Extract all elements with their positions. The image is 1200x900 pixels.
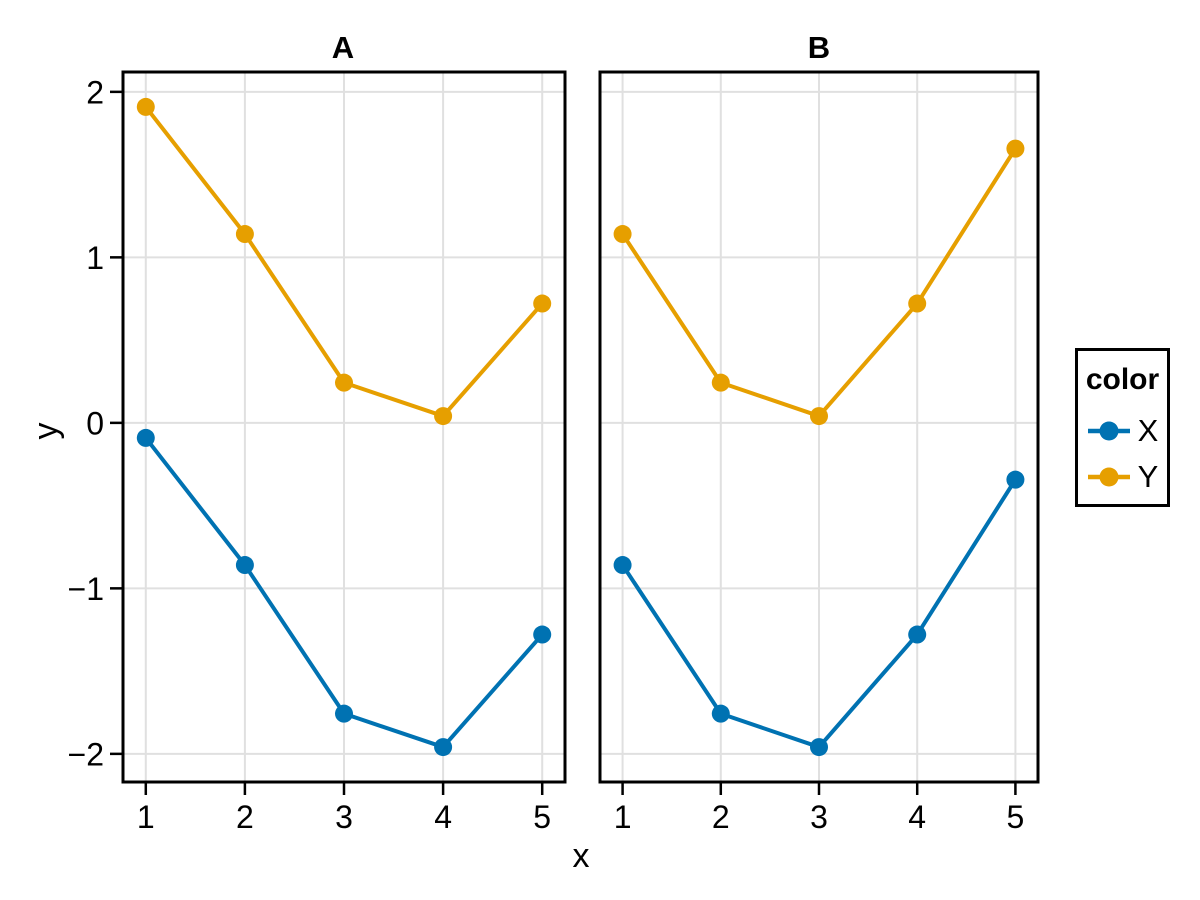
legend-swatch-line-marker-icon	[1087, 421, 1130, 441]
data-point-X	[1006, 470, 1025, 489]
data-point-X	[810, 738, 828, 757]
data-point-X	[235, 556, 254, 575]
data-point-X	[711, 704, 730, 723]
x-axis-label: x	[572, 837, 590, 875]
data-point-Y	[711, 373, 730, 392]
y-tick-label: 1	[86, 240, 104, 276]
x-tick-label: 1	[614, 799, 632, 835]
data-point-Y	[434, 407, 453, 426]
x-tick-label: 2	[236, 799, 254, 835]
legend-label-x: X	[1137, 413, 1159, 448]
x-tick-label: 5	[1007, 799, 1025, 835]
data-point-Y	[1006, 139, 1025, 158]
data-point-Y	[335, 373, 353, 392]
y-tick-label: −1	[68, 571, 104, 607]
data-point-X	[613, 556, 632, 575]
data-point-Y	[810, 407, 828, 426]
x-tick-label: 5	[533, 799, 551, 835]
y-axis-label: y	[27, 422, 65, 440]
data-point-Y	[235, 225, 254, 244]
y-tick-label: −2	[68, 736, 104, 772]
x-tick-label: 3	[810, 799, 828, 835]
data-point-X	[908, 625, 927, 644]
data-point-Y	[533, 294, 552, 313]
data-point-X	[434, 738, 453, 757]
data-point-X	[335, 704, 353, 723]
legend-label-y: Y	[1137, 459, 1159, 494]
legend: color X Y	[1075, 348, 1170, 507]
x-tick-label: 3	[335, 799, 353, 835]
data-point-X	[136, 428, 155, 447]
legend-title: color	[1085, 363, 1160, 396]
data-point-Y	[613, 225, 632, 244]
data-point-Y	[136, 97, 155, 116]
data-point-X	[533, 625, 552, 644]
x-tick-label: 2	[712, 799, 730, 835]
facet-title-a: A	[331, 30, 355, 65]
y-tick-label: 2	[86, 74, 104, 110]
panel-B: 1 2 3 4 5	[598, 70, 1040, 835]
facet-title-b: B	[807, 30, 831, 65]
x-tick-label: 4	[434, 799, 452, 835]
y-tick-label: 0	[86, 405, 104, 441]
data-point-Y	[908, 294, 927, 313]
legend-entry-y: Y	[1087, 459, 1159, 494]
legend-entry-x: X	[1087, 413, 1159, 448]
x-tick-label: 1	[137, 799, 155, 835]
panel-A: 1 2 3 4 5 2 1 0 −1 −2	[68, 70, 567, 835]
legend-swatch-line-marker-icon	[1087, 467, 1130, 487]
x-tick-label: 4	[908, 799, 926, 835]
